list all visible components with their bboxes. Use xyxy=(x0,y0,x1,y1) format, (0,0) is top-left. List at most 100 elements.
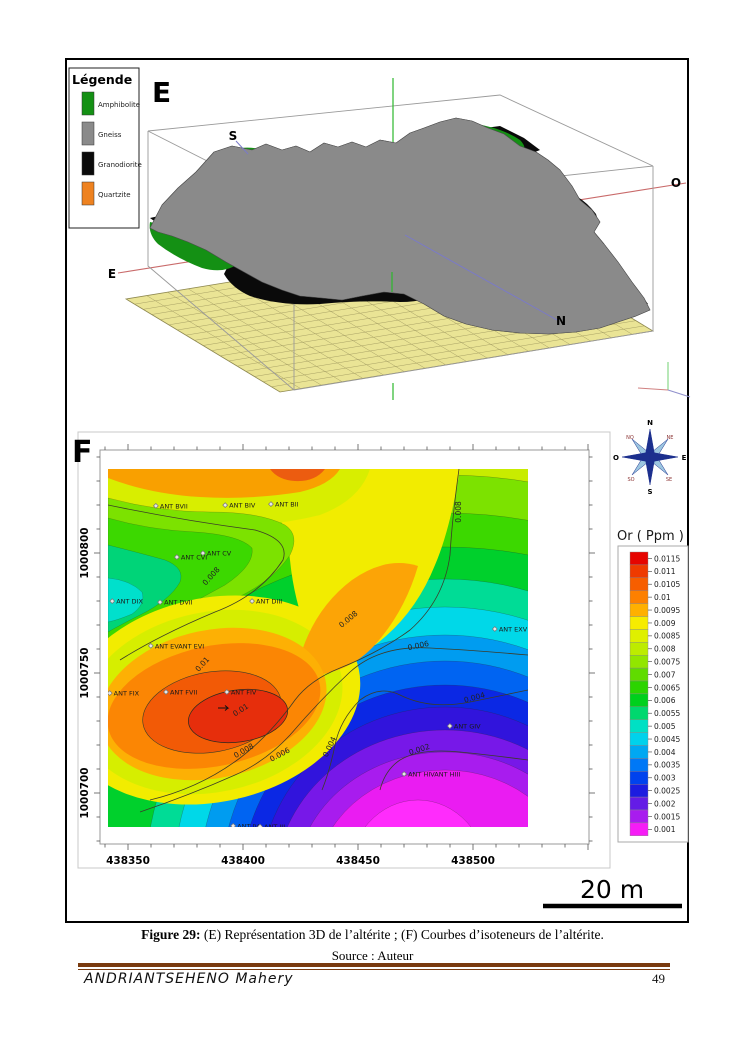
colorbar-cell xyxy=(629,655,649,669)
footer-rule-thick xyxy=(78,963,670,967)
colorbar-cell xyxy=(629,590,649,604)
sample-point-label: ANT GIV xyxy=(454,722,481,730)
colorbar-value-label: 0.0025 xyxy=(654,787,680,796)
figure-source: Source : Auteur xyxy=(331,948,414,963)
colorbar-cell xyxy=(629,551,649,566)
label-north: N xyxy=(556,314,566,328)
panel-f-letter: F xyxy=(72,435,93,470)
axis-ticks xyxy=(94,444,595,850)
sample-point-marker xyxy=(200,550,206,557)
colorbar-value-label: 0.0085 xyxy=(654,632,680,641)
legend-swatch xyxy=(81,91,95,116)
colorbar-cell xyxy=(629,809,649,824)
colorbar-cell xyxy=(629,603,649,617)
legend-title: Légende xyxy=(72,72,132,87)
colorbar-cell xyxy=(629,642,649,656)
colorbar-value-label: 0.009 xyxy=(654,619,676,628)
x-axis-tick-label: 438500 xyxy=(451,855,495,867)
colorbar-cell xyxy=(629,784,649,798)
sample-point-label: ANT FIX xyxy=(114,690,140,698)
colorbar-cell xyxy=(629,796,649,811)
sample-point-label: ANT BVII xyxy=(160,502,188,510)
colorbar-value-label: 0.001 xyxy=(654,825,676,834)
compass-label: N xyxy=(647,419,653,427)
sample-point-label: ANT FVII xyxy=(170,688,197,696)
y-axis-tick-label: 1000700 xyxy=(79,767,91,818)
sample-point-marker xyxy=(268,501,274,507)
colorbar-cell xyxy=(629,771,649,785)
compass-label: S xyxy=(647,488,652,496)
legend-item-label: Quartzite xyxy=(98,191,131,199)
compass-rose-icon: N NE E SE S SO O NO xyxy=(613,419,687,496)
colorbar-cell xyxy=(629,680,649,695)
sample-point-marker xyxy=(157,599,163,606)
sample-point-marker xyxy=(223,689,230,695)
y-axis-tick-label: 1000750 xyxy=(79,647,91,698)
x-axis-tick-label: 438350 xyxy=(106,855,150,867)
contour-value-label: 0.008 xyxy=(454,501,463,523)
contour-value-label: 0.006 xyxy=(407,639,430,652)
sample-point-marker xyxy=(108,690,113,697)
colorbar-value-label: 0.002 xyxy=(654,799,676,808)
colorbar-value-label: 0.0075 xyxy=(654,658,680,667)
legend-item-label: Gneiss xyxy=(98,131,122,139)
compass-label: E xyxy=(682,454,687,462)
colorbar-value-label: 0.007 xyxy=(654,670,676,679)
legend-swatch xyxy=(81,121,95,146)
footer-rule-thin xyxy=(78,969,670,970)
colorbar-value-label: 0.003 xyxy=(654,774,676,783)
colorbar-value-label: 0.011 xyxy=(654,567,676,576)
sample-point-marker xyxy=(257,823,263,827)
colorbar-value-label: 0.0115 xyxy=(654,554,680,563)
compass-label: NE xyxy=(667,435,674,441)
panel-e-letter: E xyxy=(152,76,171,109)
high-anomaly xyxy=(108,563,418,805)
figure-caption-label: Figure 29: xyxy=(141,927,201,942)
sample-point-marker xyxy=(249,598,255,604)
sample-point-marker xyxy=(222,502,229,509)
sample-point-label: ANT FIV xyxy=(231,688,257,696)
colorbar-cell xyxy=(629,577,649,591)
compass-label: O xyxy=(613,454,619,462)
legend-swatch xyxy=(81,181,95,206)
compass-label: SE xyxy=(666,477,672,483)
colorbar-value-label: 0.0015 xyxy=(654,812,680,821)
legend-swatch xyxy=(81,151,95,176)
x-axis-tick-label: 438450 xyxy=(336,855,380,867)
colorbar-value-label: 0.008 xyxy=(654,645,676,654)
terrain-3d xyxy=(0,117,651,335)
figure-caption: Figure 29: (E) Représentation 3D de l’al… xyxy=(0,927,745,943)
legend-item-label: Granodiorite xyxy=(98,161,142,169)
colorbar-cell xyxy=(629,822,649,837)
sample-point-marker xyxy=(163,689,169,695)
sample-point-label: ANT BII xyxy=(275,500,299,508)
footer-author: ANDRIANTSEHENO Mahery xyxy=(84,971,294,987)
anomaly-arrow-icon xyxy=(218,705,230,711)
sample-point-label: ANT HIVANT HIII xyxy=(408,770,460,778)
colorbar-cell xyxy=(629,706,649,720)
geology-legend: Légende Amphibolite Gneiss Granodiorite Qua… xyxy=(68,67,142,229)
label-ouest: O xyxy=(671,176,681,190)
colorbar-cell xyxy=(629,719,649,733)
sample-point-label: ANT BIV xyxy=(229,502,256,510)
axis-triad-icon xyxy=(637,362,691,398)
compass-label: NO xyxy=(626,435,634,441)
sample-point-label: ANT EVANT EVI xyxy=(155,642,204,650)
colorbar-value-label: 0.0095 xyxy=(654,606,680,615)
scale-bar-label: 20 m xyxy=(580,875,644,904)
sample-point-label: ANT III xyxy=(264,823,285,831)
colorbar-cell xyxy=(629,616,649,630)
label-est: E xyxy=(108,267,116,281)
south-axis-tick xyxy=(235,140,249,155)
colorbar-cell xyxy=(629,745,649,759)
colorbar-value-label: 0.0045 xyxy=(654,735,680,744)
legend-item-label: Amphibolite xyxy=(98,101,140,109)
sample-point-marker xyxy=(109,598,116,604)
colorbar: Or ( Ppm ) 0.0115 0.011 0.0105 0.01 0.0095 0.… xyxy=(617,529,689,843)
sample-point-marker xyxy=(230,823,237,827)
colorbar-cell xyxy=(629,564,649,579)
sample-point-label: ANT EXV xyxy=(499,625,528,633)
colorbar-value-label: 0.005 xyxy=(654,722,676,731)
